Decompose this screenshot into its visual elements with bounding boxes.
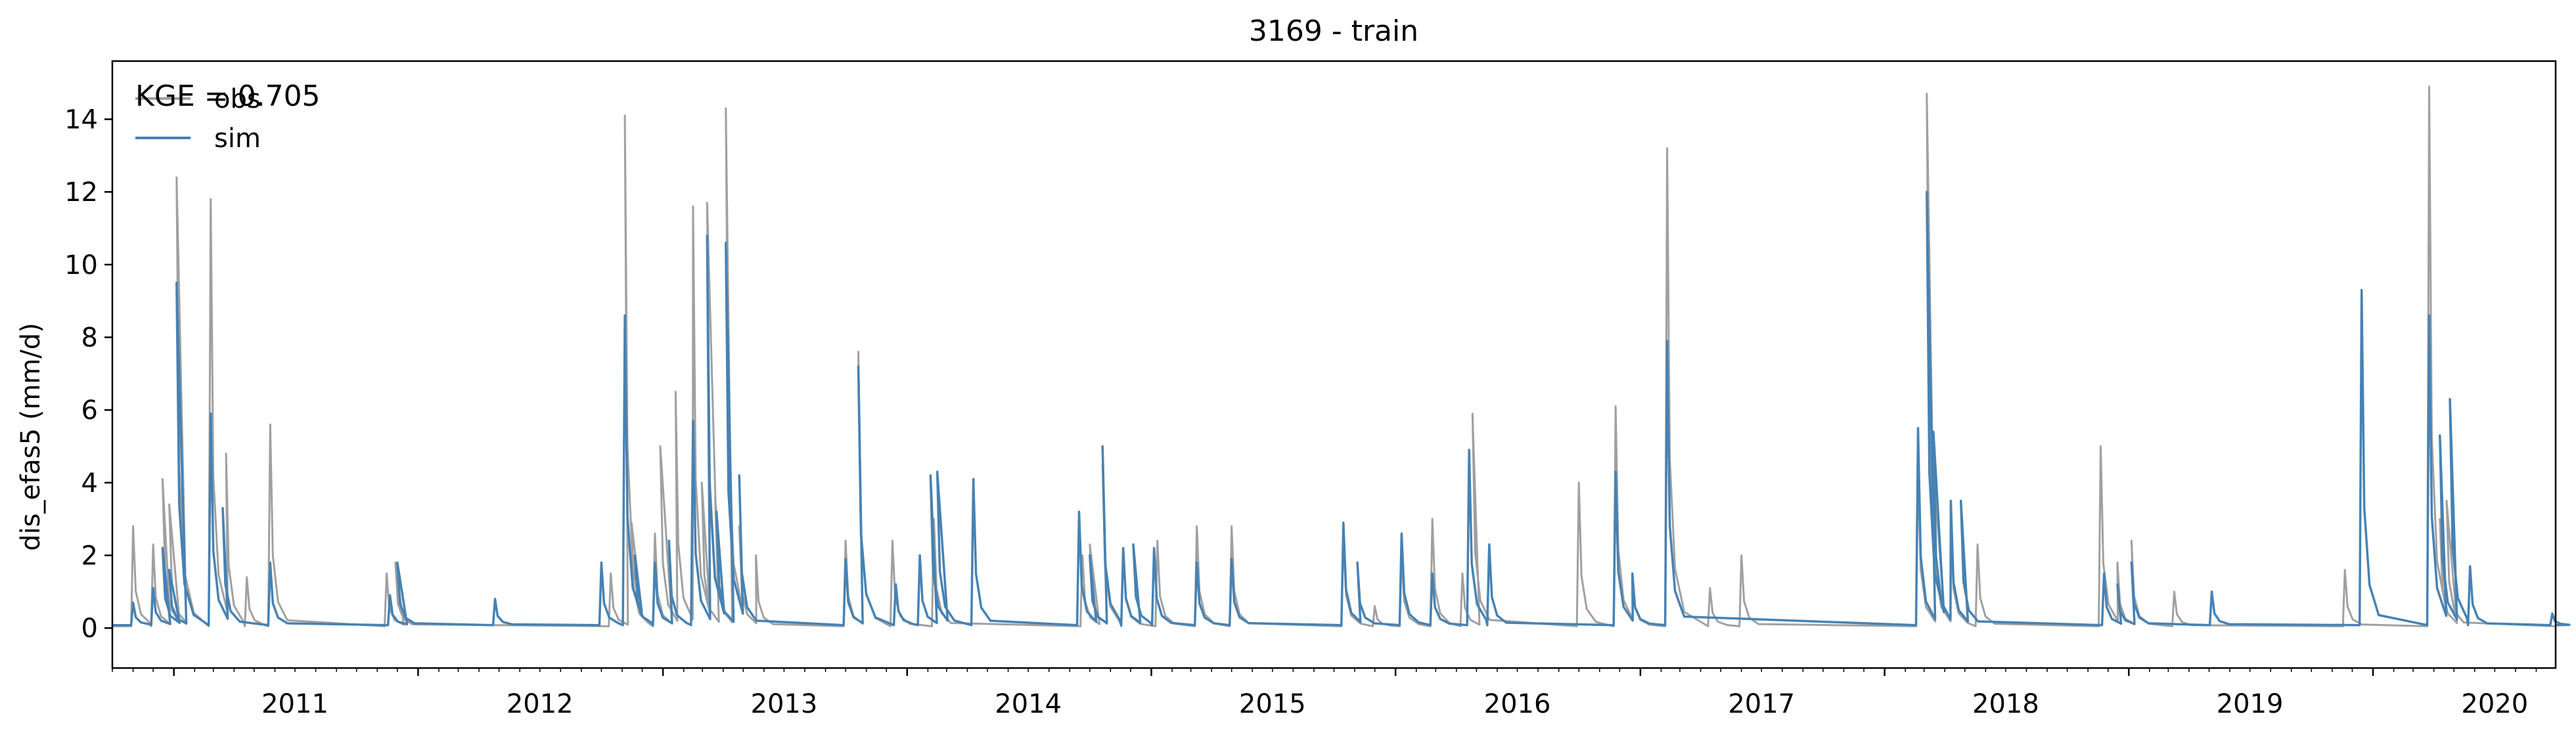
x-tick-label: 2015: [1239, 689, 1306, 719]
x-tick-label: 2012: [507, 689, 574, 719]
legend-label-obs: obs: [214, 84, 261, 114]
y-tick-label: 12: [64, 177, 98, 208]
series-line-sim: [112, 190, 2571, 627]
x-tick-label: 2016: [1484, 689, 1551, 719]
y-tick-label: 6: [81, 395, 98, 426]
kge-annotation: KGE = 0.705: [135, 79, 321, 113]
x-tick-label: 2014: [995, 689, 1062, 719]
x-tick-label: 2018: [1972, 689, 2039, 719]
y-tick-label: 0: [81, 614, 98, 644]
legend-label-sim: sim: [214, 123, 261, 154]
axes-frame: [111, 60, 2557, 669]
y-tick-label: 4: [81, 468, 98, 499]
y-tick-label: 8: [81, 323, 98, 353]
y-tick-label: 10: [64, 250, 98, 280]
x-tick-label: 2017: [1728, 689, 1795, 719]
series-line-obs: [112, 85, 2556, 627]
x-tick-label: 2020: [2461, 689, 2528, 719]
x-tick-label: 2013: [751, 689, 818, 719]
x-tick-label: 2019: [2217, 689, 2284, 719]
y-axis-label: dis_efas5 (mm/d): [16, 323, 46, 551]
axes: 0 2 4 6 8 10 12 14 2011 2012 2013 2014 2015 2016 2017 2…: [64, 105, 2537, 719]
plot-area: [112, 85, 2571, 627]
x-tick-label: 2011: [261, 689, 328, 719]
chart-title: 3169 - train: [1249, 14, 1418, 48]
y-tick-label: 2: [81, 541, 98, 571]
legend: obs sim: [135, 84, 261, 154]
y-tick-label: 14: [64, 105, 98, 135]
